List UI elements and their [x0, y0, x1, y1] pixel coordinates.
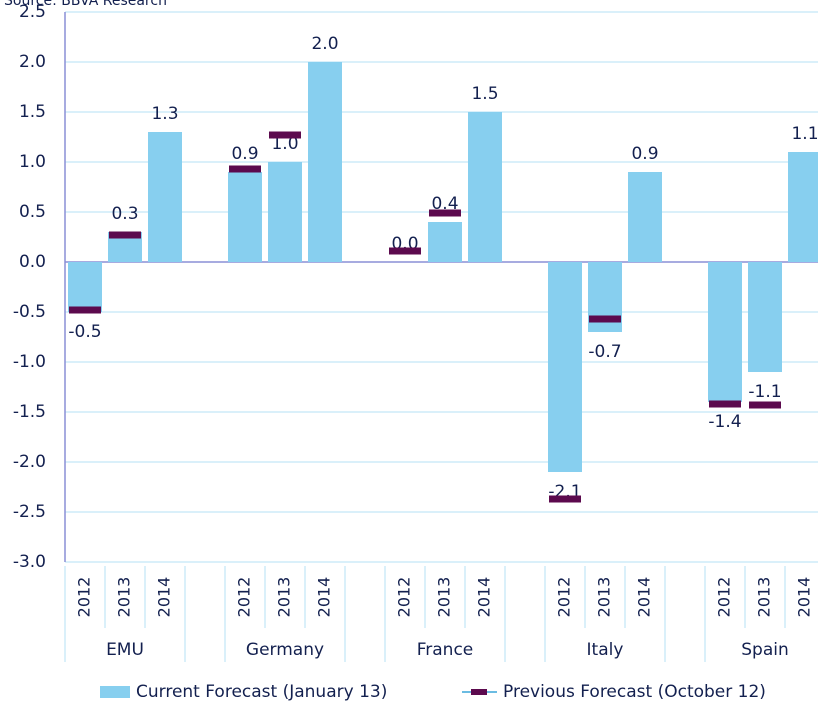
bar [468, 112, 502, 262]
previous-marker [109, 231, 141, 239]
x-tick-label: 2014 [795, 577, 814, 618]
bar [68, 262, 102, 312]
group-label: EMU [106, 640, 144, 660]
previous-marker [549, 495, 581, 503]
x-tick-label: 2012 [75, 577, 94, 618]
x-tick-label: 2013 [595, 577, 614, 618]
data-label: 1.3 [151, 104, 178, 124]
y-tick-label: -1.0 [13, 352, 46, 372]
y-tick-label: 2.5 [19, 2, 46, 22]
bar [268, 162, 302, 262]
bar [548, 262, 582, 472]
y-tick-label: -2.0 [13, 452, 46, 472]
bar [748, 262, 782, 372]
y-tick-label: -1.5 [13, 402, 46, 422]
group-label: Spain [741, 640, 789, 660]
data-label: 1.0 [271, 134, 298, 154]
previous-marker [269, 131, 301, 139]
data-label: 0.3 [111, 204, 138, 224]
x-tick-label: 2013 [115, 577, 134, 618]
x-tick-label: 2014 [315, 577, 334, 618]
data-label: -0.7 [588, 342, 621, 362]
data-label: -1.4 [708, 412, 741, 432]
data-label: 1.5 [471, 84, 498, 104]
y-tick-label: 2.0 [19, 52, 46, 72]
data-label: -1.1 [748, 382, 781, 402]
bar [308, 62, 342, 262]
data-label: 0.9 [231, 144, 258, 164]
y-tick-label: -3.0 [13, 552, 46, 572]
x-tick-label: 2013 [275, 577, 294, 618]
previous-marker [429, 209, 461, 217]
bar [148, 132, 182, 262]
previous-marker [709, 400, 741, 408]
x-tick-label: 2012 [395, 577, 414, 618]
y-tick-label: -0.5 [13, 302, 46, 322]
x-tick-label: 2012 [555, 577, 574, 618]
legend-swatch [471, 689, 487, 695]
y-tick-label: 1.5 [19, 102, 46, 122]
group-label: Italy [587, 640, 624, 660]
bar [428, 222, 462, 262]
x-tick-label: 2013 [755, 577, 774, 618]
x-tick-label: 2012 [715, 577, 734, 618]
source: Source: BBVA Research [4, 0, 167, 9]
previous-marker [69, 306, 101, 314]
bar [788, 152, 818, 262]
data-label: 0.9 [631, 144, 658, 164]
previous-marker [229, 165, 261, 173]
bar [228, 172, 262, 262]
y-tick-label: -2.5 [13, 502, 46, 522]
data-label: 0.4 [431, 194, 458, 214]
legend-label: Previous Forecast (October 12) [503, 682, 766, 702]
group-label: Germany [246, 640, 324, 660]
y-tick-label: 1.0 [19, 152, 46, 172]
y-tick-label: 0.5 [19, 202, 46, 222]
y-tick-label: 0.0 [19, 252, 46, 272]
previous-marker [749, 401, 781, 409]
legend-swatch [100, 686, 130, 698]
bar [628, 172, 662, 262]
x-tick-label: 2014 [475, 577, 494, 618]
data-label: 1.1 [791, 124, 818, 144]
previous-marker [589, 315, 621, 323]
data-label: -0.5 [68, 322, 101, 342]
x-tick-label: 2013 [435, 577, 454, 618]
x-tick-label: 2014 [635, 577, 654, 618]
group-label: France [417, 640, 474, 660]
x-tick-label: 2014 [155, 577, 174, 618]
bar [708, 262, 742, 402]
legend-label: Current Forecast (January 13) [136, 682, 387, 702]
previous-marker [389, 247, 421, 255]
x-tick-label: 2012 [235, 577, 254, 618]
data-label: 2.0 [311, 34, 338, 54]
